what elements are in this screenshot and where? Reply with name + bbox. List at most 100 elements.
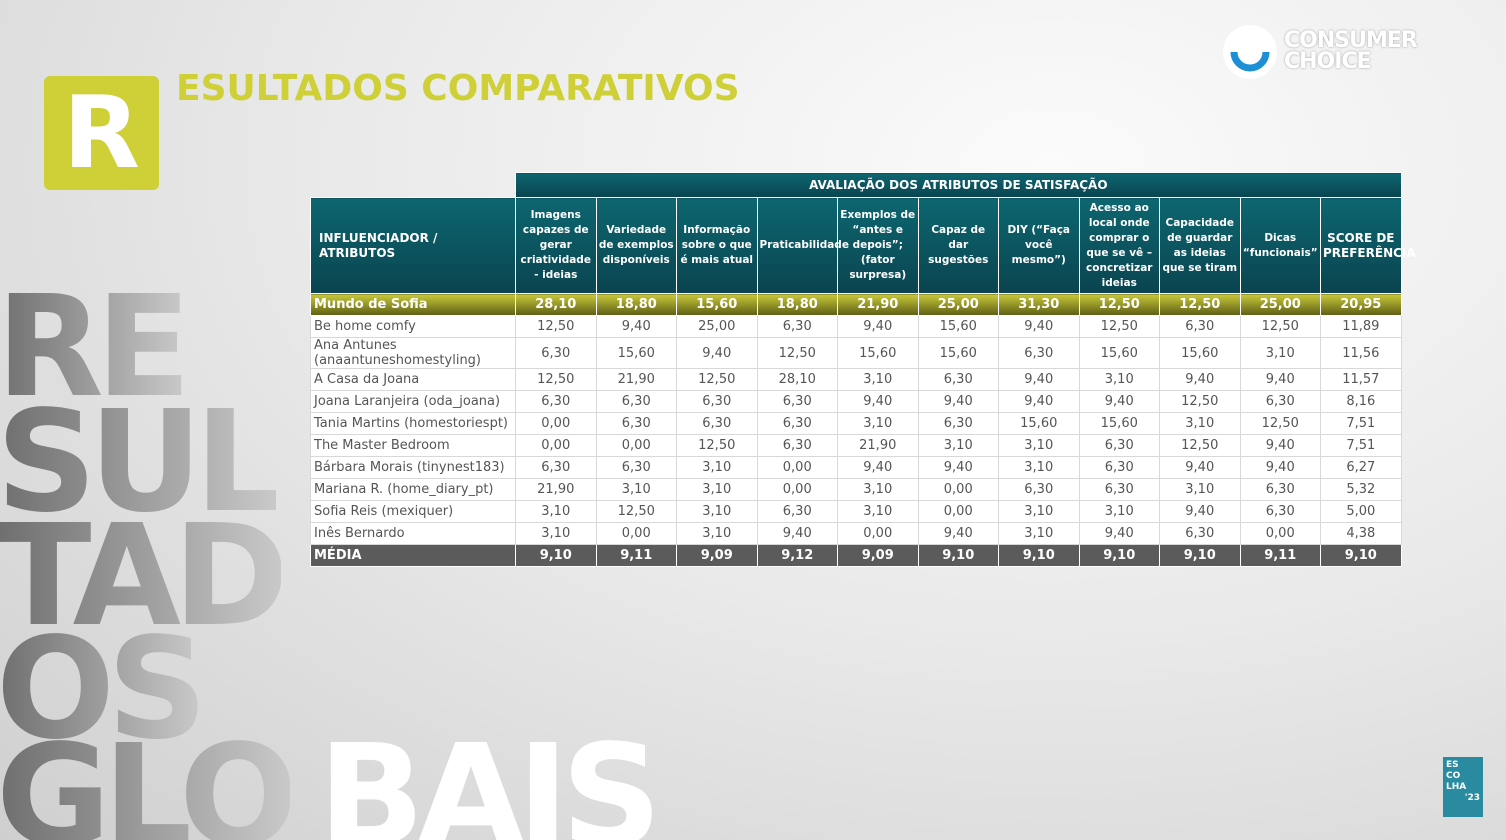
logo-text: CHOICE (1284, 49, 1372, 74)
logo: CONSUMER CHOICE (1222, 24, 1418, 84)
logo-icon (1223, 25, 1277, 79)
cell: 5,32 (1320, 478, 1402, 501)
cell: 6,30 (756, 315, 838, 338)
cell: 0,00 (756, 478, 838, 501)
cell: 11,89 (1320, 315, 1402, 338)
column-header: Variedade de exemplos disponíveis (595, 197, 677, 294)
cell: 6,30 (515, 390, 597, 413)
cell: 7,51 (1320, 412, 1402, 435)
badge-text: LHA (1446, 782, 1467, 792)
table-row: Tania Martins (homestoriespt) 0,00 6,30 6,3… (310, 412, 1402, 435)
cell: 6,30 (756, 434, 838, 457)
row-name: Sofia Reis (mexiquer) (310, 500, 516, 523)
cell: 25,00 (676, 315, 758, 338)
cell: 6,30 (1159, 522, 1241, 545)
cell: 6,30 (515, 456, 597, 479)
row-name: A Casa da Joana (310, 368, 516, 391)
cell: 6,30 (1078, 478, 1160, 501)
cell: 3,10 (1159, 478, 1241, 501)
cell: 9,40 (1159, 500, 1241, 523)
badge-text: ES (1446, 760, 1459, 770)
blank-cell (311, 173, 516, 198)
cell: 9,40 (917, 522, 999, 545)
badge: ES CO LHA '23 (1443, 757, 1483, 817)
column-header: INFLUENCIADOR / ATRIBUTOS (310, 197, 516, 294)
cell: 3,10 (1078, 368, 1160, 391)
row-name: Tania Martins (homestoriespt) (310, 412, 516, 435)
cell: 6,30 (756, 412, 838, 435)
cell: 3,10 (1159, 412, 1241, 435)
cell: 11,57 (1320, 368, 1402, 391)
cell: 6,30 (1239, 478, 1321, 501)
table-row: Inês Bernardo 3,10 0,00 3,10 9,40 0,00 9,40 3,1… (310, 522, 1402, 545)
title: ESULTADOS COMPARATIVOS (176, 68, 740, 109)
cell: 6,30 (998, 337, 1080, 369)
cell: 6,30 (1239, 500, 1321, 523)
cell: 9,09 (676, 544, 758, 567)
table-row: A Casa da Joana 12,50 21,90 12,50 28,10 3,10 6… (310, 368, 1402, 391)
cell: 15,60 (1078, 337, 1160, 369)
cell: 3,10 (515, 522, 597, 545)
cell: 9,40 (1078, 390, 1160, 413)
cell: 6,30 (1078, 456, 1160, 479)
table-row: The Master Bedroom 0,00 0,00 12,50 6,30 21,90… (310, 434, 1402, 457)
cell: 12,50 (676, 434, 758, 457)
column-header: SCORE DE PREFERÊNCIA (1320, 197, 1416, 294)
row-name: MÉDIA (310, 544, 516, 567)
cell: 21,90 (595, 368, 677, 391)
cell: 0,00 (756, 456, 838, 479)
cell: 0,00 (917, 500, 999, 523)
cell: 6,30 (595, 390, 677, 413)
cell: 9,11 (1239, 544, 1321, 567)
table-row: Ana Antunes (anaantuneshomestyling) 6,30 1… (310, 337, 1402, 369)
cell: 6,30 (998, 478, 1080, 501)
cell: 0,00 (1239, 522, 1321, 545)
badge-year: '23 (1464, 793, 1480, 803)
table-row: Mariana R. (home_diary_pt) 21,90 3,10 3,10 0… (310, 478, 1402, 501)
cell: 3,10 (998, 456, 1080, 479)
cell: 6,30 (595, 412, 677, 435)
row-name: Bárbara Morais (tinynest183) (310, 456, 516, 479)
cell: 9,40 (837, 315, 919, 338)
cell: 6,30 (595, 456, 677, 479)
cell: 9,40 (756, 522, 838, 545)
cell: 15,60 (595, 337, 677, 369)
table-row: Bárbara Morais (tinynest183) 6,30 6,30 3,10… (310, 456, 1402, 479)
cell: 12,50 (1078, 293, 1160, 316)
cell: 9,40 (1159, 456, 1241, 479)
results-table: AVALIAÇÃO DOS ATRIBUTOS DE SATISFAÇÃO INF… (310, 172, 1416, 567)
logo-text: CONSUMER (1284, 28, 1418, 53)
cell: 6,30 (917, 412, 999, 435)
cell: 9,40 (998, 368, 1080, 391)
cell: 9,40 (1239, 456, 1321, 479)
cell: 3,10 (676, 522, 758, 545)
cell: 9,11 (595, 544, 677, 567)
cell: 0,00 (515, 434, 597, 457)
cell: 15,60 (1159, 337, 1241, 369)
side-word: SUL (0, 393, 284, 533)
cell: 3,10 (998, 500, 1080, 523)
cell: 12,50 (676, 368, 758, 391)
row-name: Joana Laranjeira (oda_joana) (310, 390, 516, 413)
cell: 9,40 (1239, 368, 1321, 391)
cell: 18,80 (595, 293, 677, 316)
table-row: Mundo de Sofia 28,10 18,80 15,60 18,80 21,90 2… (310, 293, 1402, 316)
cell: 12,50 (1159, 390, 1241, 413)
row-name: Mariana R. (home_diary_pt) (310, 478, 516, 501)
cell: 9,09 (837, 544, 919, 567)
cell: 6,30 (515, 337, 597, 369)
cell: 25,00 (917, 293, 999, 316)
cell: 0,00 (837, 522, 919, 545)
cell: 9,40 (917, 390, 999, 413)
cell: 21,90 (837, 293, 919, 316)
column-header: DIY (“Faça você mesmo”) (998, 197, 1080, 294)
group-row: AVALIAÇÃO DOS ATRIBUTOS DE SATISFAÇÃO (311, 172, 1402, 198)
cell: 6,30 (676, 412, 758, 435)
side-word: RE (0, 278, 191, 418)
column-header: Praticabilidade (756, 197, 849, 294)
cell: 9,40 (998, 315, 1080, 338)
cell: 4,38 (1320, 522, 1402, 545)
cell: 9,12 (756, 544, 838, 567)
cell: 12,50 (1159, 434, 1241, 457)
